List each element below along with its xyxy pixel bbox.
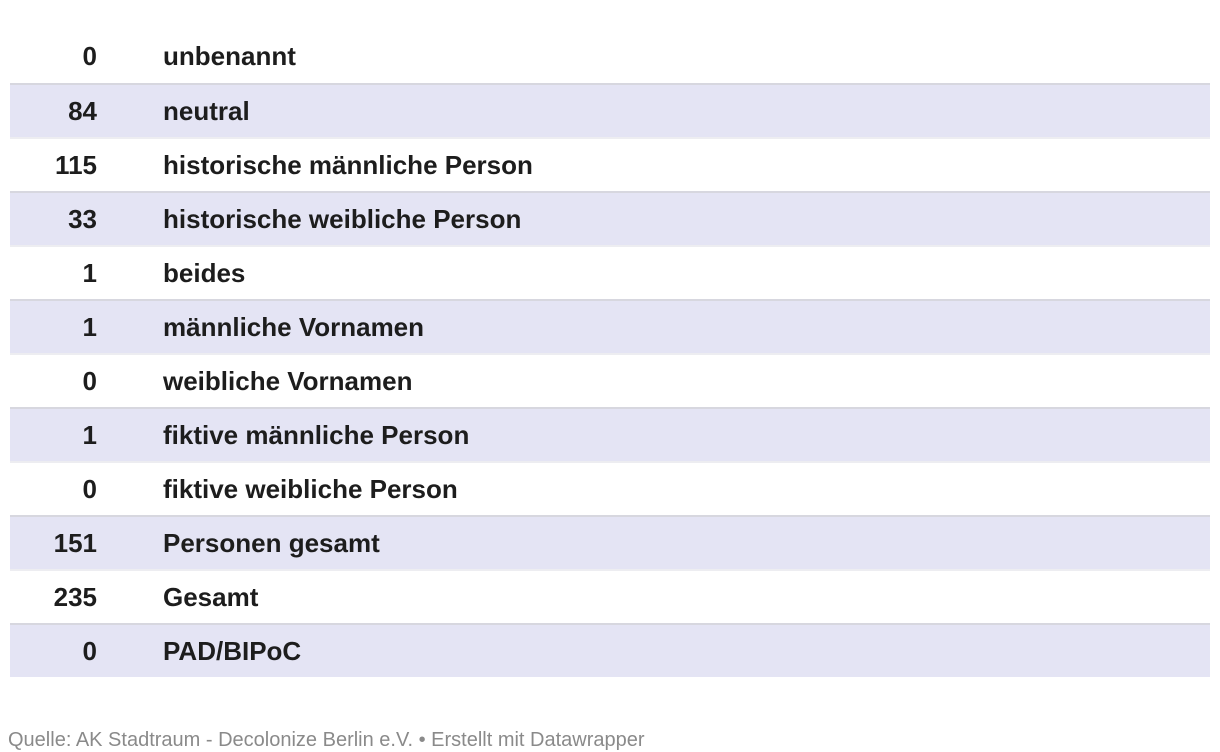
table-row: 235 Gesamt	[10, 569, 1210, 623]
table-row: 0 fiktive weibliche Person	[10, 461, 1210, 515]
table-row: 1 beides	[10, 245, 1210, 299]
table-row: 0 unbenannt	[10, 29, 1210, 83]
table-row: 0 PAD/BIPoC	[10, 623, 1210, 677]
label-cell: unbenannt	[163, 40, 296, 71]
table-row: 1 männliche Vornamen	[10, 299, 1210, 353]
table-row: 151 Personen gesamt	[10, 515, 1210, 569]
value-cell: 0	[82, 635, 97, 666]
label-cell: fiktive weibliche Person	[163, 473, 458, 504]
value-cell: 115	[55, 149, 97, 180]
label-cell: beides	[163, 257, 246, 288]
value-cell: 0	[82, 40, 97, 71]
label-cell: PAD/BIPoC	[163, 635, 302, 666]
value-cell: 84	[68, 95, 97, 126]
data-table: 0 unbenannt 84 neutral 115 historische m…	[10, 29, 1210, 677]
value-cell: 1	[82, 257, 97, 288]
label-cell: männliche Vornamen	[163, 311, 425, 342]
label-cell: Gesamt	[163, 581, 259, 612]
table-row: 33 historische weibliche Person	[10, 191, 1210, 245]
value-cell: 1	[82, 419, 97, 450]
value-cell: 33	[68, 203, 97, 234]
label-cell: Personen gesamt	[163, 527, 380, 558]
table-row: 0 weibliche Vornamen	[10, 353, 1210, 407]
label-cell: historische weibliche Person	[163, 203, 522, 234]
table-row: 115 historische männliche Person	[10, 137, 1210, 191]
source-attribution: Quelle: AK Stadtraum - Decolonize Berlin…	[8, 729, 645, 751]
label-cell: historische männliche Person	[163, 149, 533, 180]
table-row: 1 fiktive männliche Person	[10, 407, 1210, 461]
label-cell: weibliche Vornamen	[163, 365, 413, 396]
value-cell: 151	[53, 527, 97, 558]
table-row: 84 neutral	[10, 83, 1210, 137]
label-cell: neutral	[163, 95, 250, 126]
table-body: 0 unbenannt 84 neutral 115 historische m…	[10, 29, 1210, 677]
label-cell: fiktive männliche Person	[163, 419, 470, 450]
value-cell: 1	[82, 311, 97, 342]
value-cell: 235	[53, 581, 97, 612]
value-cell: 0	[82, 473, 97, 504]
value-cell: 0	[82, 365, 97, 396]
